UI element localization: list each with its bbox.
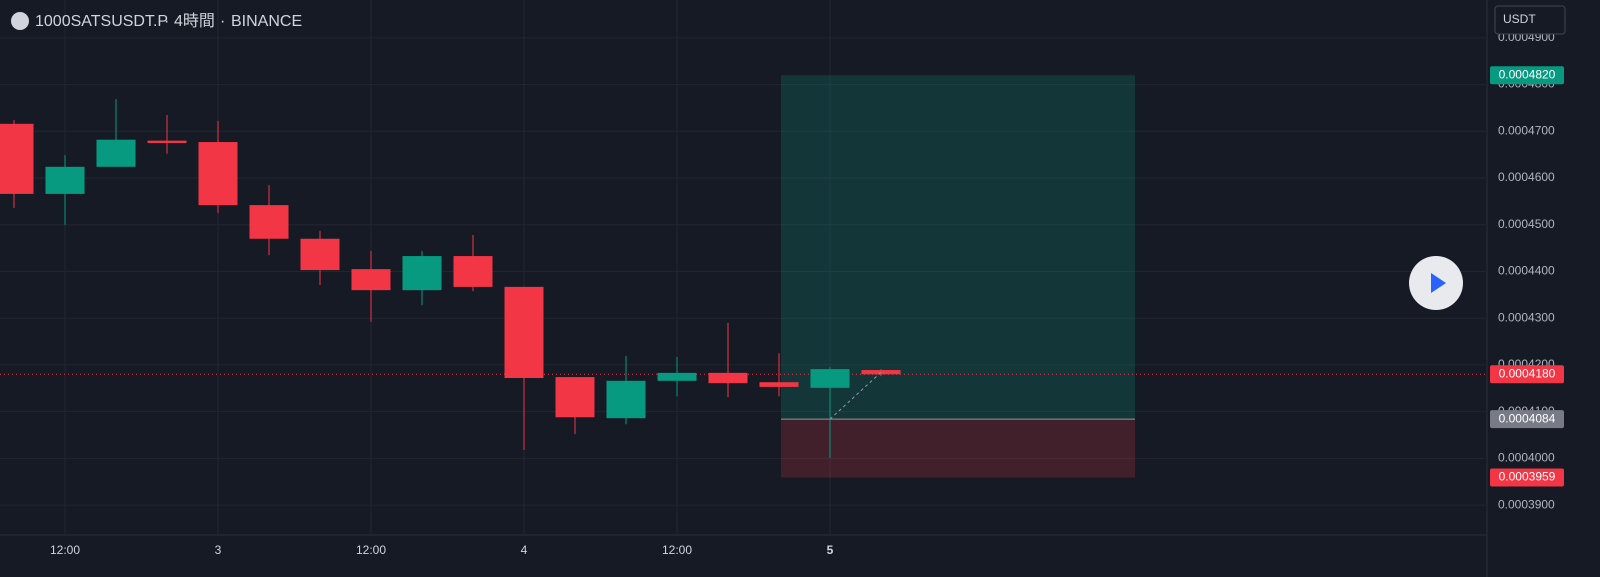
currency-button[interactable]: USDT <box>1494 5 1566 35</box>
candle-body <box>810 369 850 388</box>
candle-body <box>759 382 799 387</box>
candle-body <box>861 370 901 375</box>
candle-body <box>300 238 340 271</box>
currency-button-box[interactable] <box>1494 5 1566 35</box>
x-tick-label: 4 <box>521 543 528 557</box>
exchange: BINANCE <box>231 13 302 30</box>
separator: · <box>220 13 225 30</box>
play-icon[interactable] <box>1431 273 1446 293</box>
interval: 4時間 <box>174 12 215 30</box>
separator: · <box>164 13 169 30</box>
y-tick-label: 0.0003900 <box>1498 497 1555 511</box>
symbol: 1000SATSUSDT.P <box>35 13 168 30</box>
y-tick-label: 0.0004300 <box>1498 310 1555 324</box>
candle-body <box>0 123 34 194</box>
symbol-logo <box>11 12 29 30</box>
candle-body <box>657 372 697 381</box>
y-tick-label: 0.0004700 <box>1498 123 1555 137</box>
header: 1000SATSUSDT.P · 4時間 · BINANCE <box>11 12 302 30</box>
candle-body <box>555 377 595 418</box>
candle-body <box>606 380 646 419</box>
candle-body <box>351 269 391 291</box>
price-tag-label: 0.0003959 <box>1499 470 1556 484</box>
loss-zone <box>781 419 1135 478</box>
price-tag-label: 0.0004180 <box>1499 366 1556 380</box>
x-tick-label: 12:00 <box>50 543 80 557</box>
candle-body <box>147 140 187 143</box>
y-tick-label: 0.0004000 <box>1498 451 1555 465</box>
price-tag <box>1490 410 1564 429</box>
candle-body <box>402 256 442 291</box>
candle-body <box>96 139 136 167</box>
candle-body <box>708 372 748 384</box>
x-tick-label: 12:00 <box>662 543 692 557</box>
play-button[interactable] <box>1409 256 1463 310</box>
candle-body <box>453 256 493 287</box>
profit-zone <box>781 75 1135 420</box>
price-tag <box>1490 66 1564 85</box>
x-tick-label: 3 <box>215 543 222 557</box>
candle-body <box>504 286 544 379</box>
y-tick-label: 0.0004400 <box>1498 264 1555 278</box>
price-tag <box>1490 365 1564 384</box>
x-tick-label: 5 <box>827 543 834 557</box>
candle-body <box>45 166 85 194</box>
candle-body <box>198 142 238 206</box>
y-tick-label: 0.0004500 <box>1498 217 1555 231</box>
candle-body <box>249 205 289 239</box>
price-tag-label: 0.0004084 <box>1499 411 1556 425</box>
x-tick-label: 12:00 <box>356 543 386 557</box>
price-tag <box>1490 468 1564 487</box>
y-tick-label: 0.0004600 <box>1498 170 1555 184</box>
currency[interactable]: USDT <box>1503 12 1536 26</box>
price-tag-label: 0.0004820 <box>1499 67 1556 81</box>
